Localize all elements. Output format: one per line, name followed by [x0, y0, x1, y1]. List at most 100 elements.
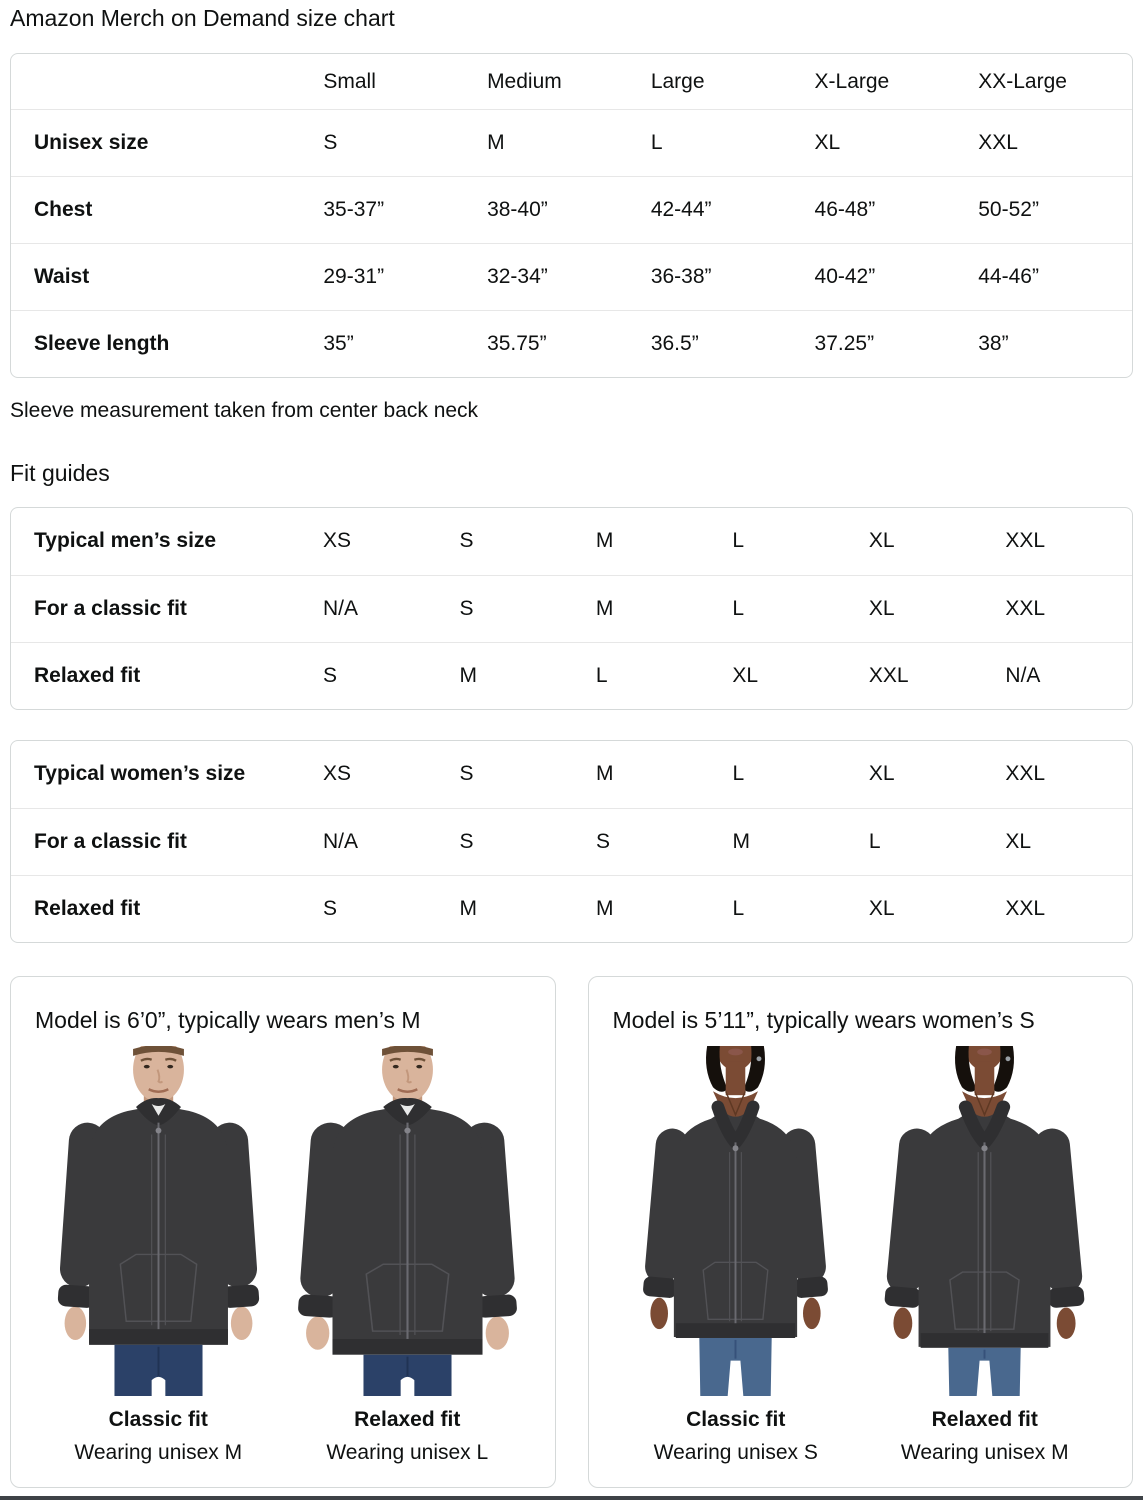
- size-cell: 37.25”: [804, 310, 969, 377]
- model-figures: Classic fit Wearing unisex M: [35, 1045, 531, 1465]
- column-header-medium: Medium: [487, 69, 562, 93]
- size-cell: XXL: [968, 109, 1132, 176]
- size-cell: 36-38”: [640, 243, 805, 310]
- wearing-size-label: Wearing unisex M: [900, 1440, 1069, 1464]
- table-row-womens-relaxed-fit: Relaxed fit S M M L XL XXL: [11, 874, 1132, 942]
- row-label: Unisex size: [11, 109, 314, 176]
- row-label: For a classic fit: [11, 574, 313, 642]
- size-cell: 35”: [313, 310, 478, 377]
- size-cell: 35.75”: [477, 310, 641, 377]
- column-header-xx-large: XX-Large: [978, 69, 1067, 93]
- size-cell: 35-37”: [313, 176, 478, 243]
- size-chart-section: Amazon Merch on Demand size chart Small …: [0, 5, 1143, 1488]
- model-figure-relaxed: Relaxed fit Wearing unisex L: [294, 1045, 520, 1465]
- row-label: Typical women’s size: [34, 762, 246, 786]
- size-cell: S: [459, 529, 474, 553]
- size-cell: S: [459, 762, 474, 786]
- size-cell: S: [313, 109, 478, 176]
- size-cell: M: [449, 874, 586, 942]
- size-chart-header-row: Small Medium Large X-Large XX-Large: [11, 54, 1132, 109]
- size-cell: L: [640, 109, 805, 176]
- size-cell: XL: [858, 874, 996, 942]
- size-cell: M: [722, 807, 859, 875]
- size-cell: XS: [323, 762, 352, 786]
- row-label: Sleeve length: [11, 310, 314, 377]
- size-cell: XXL: [1005, 529, 1046, 553]
- size-cell: L: [858, 807, 996, 875]
- size-cell: M: [449, 641, 586, 709]
- column-header-large: Large: [650, 69, 705, 93]
- size-cell: S: [586, 807, 723, 875]
- row-label: Relaxed fit: [11, 874, 314, 942]
- size-cell: M: [595, 529, 614, 553]
- fit-label: Classic fit: [686, 1407, 786, 1431]
- size-cell: XL: [804, 109, 969, 176]
- size-cell: XXL: [995, 574, 1132, 642]
- size-cell: XL: [868, 762, 895, 786]
- size-cell: 38-40”: [477, 176, 641, 243]
- size-cell: 44-46”: [968, 243, 1132, 310]
- column-header-x-large: X-Large: [814, 69, 890, 93]
- size-cell: L: [585, 641, 723, 709]
- wearing-size-label: Wearing unisex M: [74, 1440, 243, 1464]
- womens-model-card: Model is 5’11”, typically wears women’s …: [587, 975, 1133, 1488]
- model-card-heading: Model is 6’0”, typically wears men’s M: [35, 1006, 421, 1033]
- size-cell: XL: [868, 529, 895, 553]
- size-cell: S: [312, 641, 450, 709]
- wearing-size-label: Wearing unisex L: [326, 1440, 489, 1464]
- size-cell: M: [586, 874, 723, 942]
- size-cell: XL: [722, 641, 859, 709]
- size-cell: XL: [995, 807, 1132, 875]
- size-cell: XXL: [858, 641, 996, 709]
- model-figures: Classic fit Wearing unisex S: [613, 1045, 1109, 1465]
- fit-label: Relaxed fit: [354, 1407, 461, 1431]
- row-label: Typical men’s size: [34, 529, 217, 553]
- size-cell: 40-42”: [804, 243, 969, 310]
- fit-guides-heading: Fit guides: [10, 460, 110, 487]
- model-photo: [623, 1045, 849, 1396]
- fit-label: Relaxed fit: [931, 1407, 1038, 1431]
- bottom-section-divider: [0, 1495, 1143, 1500]
- size-cell: N/A: [313, 807, 450, 875]
- table-row-sleeve-length: Sleeve length 35” 35.75” 36.5” 37.25” 38…: [11, 310, 1132, 377]
- model-photo: [294, 1045, 520, 1396]
- mens-fit-guide-table: Typical men’s size XS S M L XL XXL For a…: [10, 506, 1133, 710]
- size-cell: L: [732, 529, 745, 553]
- row-label: Relaxed fit: [11, 641, 313, 709]
- size-cell: 29-31”: [313, 243, 478, 310]
- size-cell: L: [722, 874, 859, 942]
- wearing-size-label: Wearing unisex S: [653, 1440, 818, 1464]
- size-cell: XS: [322, 529, 351, 553]
- table-row-typical-womens-size: Typical women’s size XS S M L XL XXL: [11, 741, 1132, 808]
- size-cell: S: [313, 874, 450, 942]
- table-row-unisex-size: Unisex size S M L XL XXL: [11, 109, 1132, 176]
- fit-label: Classic fit: [108, 1407, 208, 1431]
- table-row-waist: Waist 29-31” 32-34” 36-38” 40-42” 44-46”: [11, 243, 1132, 310]
- model-card-heading: Model is 5’11”, typically wears women’s …: [612, 1006, 1035, 1033]
- size-cell: 50-52”: [968, 176, 1132, 243]
- size-cell: XXL: [1005, 762, 1046, 786]
- womens-fit-guide-table: Typical women’s size XS S M L XL XXL For…: [10, 739, 1133, 943]
- size-cell: 32-34”: [477, 243, 641, 310]
- sleeve-measurement-note: Sleeve measurement taken from center bac…: [10, 399, 479, 423]
- size-cell: 38”: [968, 310, 1132, 377]
- size-cell: S: [449, 574, 586, 642]
- size-chart-corner-cell: [11, 54, 313, 109]
- table-row-chest: Chest 35-37” 38-40” 42-44” 46-48” 50-52”: [11, 176, 1132, 243]
- column-header-small: Small: [323, 69, 376, 93]
- table-row-mens-relaxed-fit: Relaxed fit S M L XL XXL N/A: [11, 641, 1132, 709]
- size-cell: XXL: [995, 874, 1132, 942]
- size-cell: M: [585, 574, 723, 642]
- table-row-womens-classic-fit: For a classic fit N/A S S M L XL: [11, 807, 1132, 875]
- size-cell: L: [722, 574, 859, 642]
- size-chart-table: Small Medium Large X-Large XX-Large Unis…: [10, 53, 1133, 379]
- size-cell: N/A: [995, 641, 1132, 709]
- model-photo: [872, 1045, 1098, 1396]
- model-figure-classic: Classic fit Wearing unisex M: [45, 1045, 271, 1465]
- mens-model-card: Model is 6’0”, typically wears men’s M: [10, 975, 556, 1488]
- row-label: Waist: [11, 243, 314, 310]
- page-title: Amazon Merch on Demand size chart: [10, 5, 395, 31]
- size-cell: 46-48”: [804, 176, 969, 243]
- size-cell: L: [732, 762, 745, 786]
- table-row-typical-mens-size: Typical men’s size XS S M L XL XXL: [11, 508, 1132, 575]
